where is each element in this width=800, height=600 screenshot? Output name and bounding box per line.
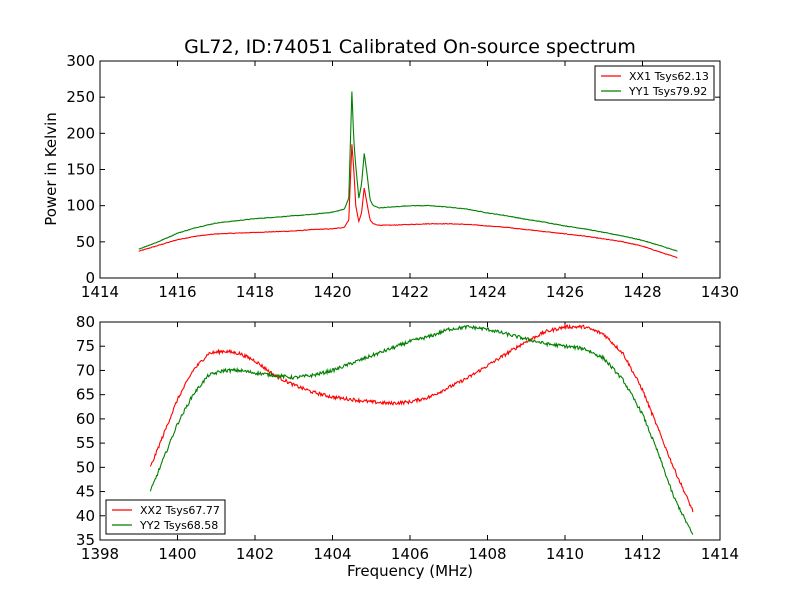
y-tick-label: 60	[76, 410, 95, 428]
y-tick-label: 45	[76, 483, 95, 501]
x-tick-label: 1410	[546, 545, 584, 563]
y-tick-label: 250	[66, 88, 95, 106]
y-tick-label: 100	[66, 197, 95, 215]
y-tick-label: 65	[76, 386, 95, 404]
series-line-xx1	[138, 144, 678, 259]
x-tick-label: 1420	[313, 283, 351, 301]
legend-label: XX2 Tsys67.77	[140, 504, 220, 517]
y-tick-label: 200	[66, 124, 95, 142]
y-tick-label: 35	[76, 531, 95, 549]
x-tick-label: 1414	[701, 545, 739, 563]
y-tick-label: 80	[76, 313, 95, 331]
y-tick-label: 75	[76, 337, 95, 355]
legend-label: YY1 Tsys79.92	[628, 85, 707, 98]
y-tick-label: 300	[66, 52, 95, 70]
top-chart: GL72, ID:74051 Calibrated On-source spec…	[42, 36, 739, 301]
x-tick-label: 1422	[391, 283, 429, 301]
x-tick-label: 1406	[391, 545, 429, 563]
legend: XX1 Tsys62.13 YY1 Tsys79.92	[594, 65, 715, 101]
top-chart-ylabel: Power in Kelvin	[42, 112, 60, 226]
series-line-yy2	[149, 324, 694, 535]
x-tick-label: 1430	[701, 283, 739, 301]
x-tick-label: 1424	[468, 283, 506, 301]
y-tick-label: 70	[76, 361, 95, 379]
y-tick-label: 40	[76, 507, 95, 525]
x-tick-label: 1428	[623, 283, 661, 301]
x-tick-label: 1408	[468, 545, 506, 563]
legend-label: XX1 Tsys62.13	[629, 70, 709, 83]
bottom-plot-area: 1398 1400 1402 1404 1406 1408 1410 1412 1414 35 40…	[76, 313, 739, 563]
series-line-xx2	[149, 323, 694, 513]
x-tick-label: 1416	[158, 283, 196, 301]
y-tick-label: 50	[76, 233, 95, 251]
legend-label: YY2 Tsys68.58	[139, 519, 218, 532]
legend: XX2 Tsys67.77 YY2 Tsys68.58	[105, 499, 226, 535]
y-tick-label: 55	[76, 434, 95, 452]
top-plot-area: 1414 1416 1418 1420 1422 1424 1426 1428 1430 0 50 1…	[66, 52, 739, 301]
legend-box	[105, 499, 226, 535]
bottom-chart-xlabel: Frequency (MHz)	[347, 562, 473, 580]
y-tick-label: 50	[76, 458, 95, 476]
x-tick-label: 1418	[236, 283, 274, 301]
series-line-yy1	[138, 91, 678, 252]
x-tick-label: 1404	[313, 545, 351, 563]
x-tick-label: 1402	[236, 545, 274, 563]
x-tick-label: 1426	[546, 283, 584, 301]
x-tick-label: 1414	[81, 283, 119, 301]
y-tick-label: 0	[85, 269, 95, 287]
y-tick-label: 150	[66, 161, 95, 179]
x-tick-label: 1400	[158, 545, 196, 563]
legend-box	[594, 65, 715, 101]
bottom-chart: Frequency (MHz) 1398 1400 1402 1404 1406 1408…	[76, 313, 739, 580]
top-chart-title: GL72, ID:74051 Calibrated On-source spec…	[184, 36, 636, 58]
x-tick-label: 1412	[623, 545, 661, 563]
x-tick-label: 1398	[81, 545, 119, 563]
